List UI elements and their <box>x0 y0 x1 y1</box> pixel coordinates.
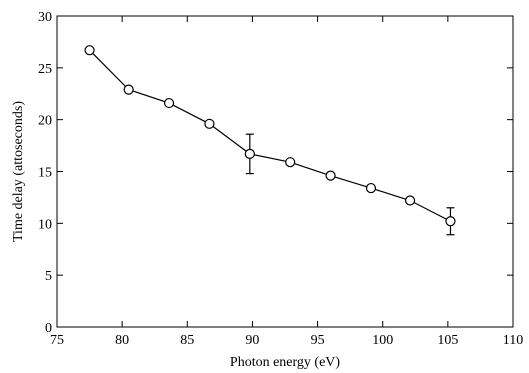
x-tick-label: 110 <box>503 333 523 348</box>
y-axis-label: Time delay (attoseconds) <box>11 101 26 242</box>
data-point <box>244 148 255 159</box>
y-tick-label: 0 <box>45 321 52 336</box>
data-point <box>325 170 336 181</box>
y-tick-label: 5 <box>45 269 52 284</box>
x-tick-label: 75 <box>50 333 64 348</box>
y-tick-label: 15 <box>38 166 52 181</box>
x-tick-label: 85 <box>180 333 194 348</box>
x-tick-label: 100 <box>372 333 393 348</box>
series-layer <box>84 45 456 236</box>
data-point <box>365 182 377 194</box>
x-tick-label: 90 <box>245 333 259 348</box>
series-line <box>89 49 451 222</box>
data-point <box>404 195 416 206</box>
data-point <box>84 45 95 56</box>
axis-ticks <box>56 15 514 328</box>
x-tick-label: 95 <box>311 333 325 348</box>
y-tick-label: 25 <box>38 62 52 77</box>
data-point <box>285 157 296 168</box>
data-point <box>445 216 456 227</box>
y-tick-label: 20 <box>38 114 52 129</box>
x-tick-label: 80 <box>115 333 129 348</box>
y-tick-label: 10 <box>38 217 52 232</box>
tick-labels: 75 80 85 90 95 100 105 110 0 5 10 15 20 25 30 <box>38 10 523 348</box>
x-axis-label: Photon energy (eV) <box>230 355 340 370</box>
data-point <box>204 118 215 129</box>
y-tick-label: 30 <box>38 10 52 25</box>
data-point <box>163 97 175 109</box>
plot-frame <box>56 15 514 328</box>
x-tick-label: 105 <box>437 333 458 348</box>
data-point <box>123 84 134 95</box>
